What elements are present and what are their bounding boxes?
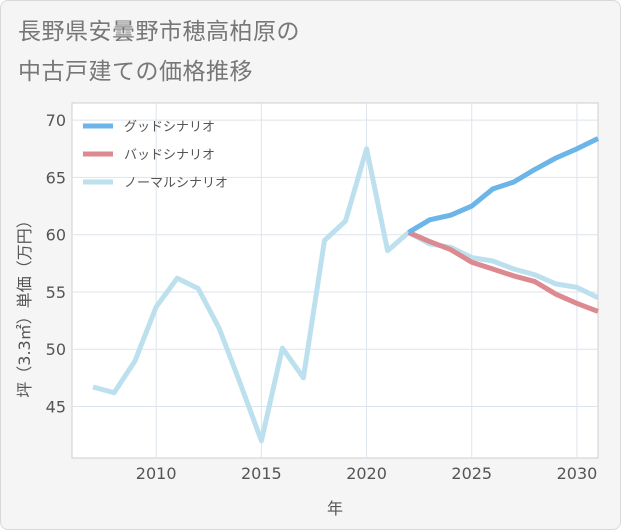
series-line-normal [92,146,600,444]
x-tick-label-2010: 2010 [136,464,177,483]
x-tick-label-2020: 2020 [346,464,387,483]
plot-area [71,102,599,459]
x-tick-label-2015: 2015 [241,464,282,483]
x-axis-ticks: 2010 2015 2020 2025 2030 [136,464,598,483]
x-axis-title: 年 [327,499,343,518]
y-tick-label-45: 45 [46,397,66,416]
legend-label-normal: ノーマルシナリオ [124,176,228,191]
title-line-2: 中古戸建ての価格推移 [18,59,253,85]
chart-title: 長野県安曇野市穂高柏原の 中古戸建ての価格推移 [18,12,300,92]
y-tick-label-50: 50 [46,340,66,359]
legend-label-good: グッドシナリオ [124,120,215,135]
series-line-good [407,136,600,235]
y-tick-label-70: 70 [46,111,66,130]
y-tick-label-55: 55 [46,283,66,302]
title-line-1: 長野県安曇野市穂高柏原の [18,19,300,45]
y-tick-label-65: 65 [46,168,66,187]
legend-label-bad: バッドシナリオ [124,148,215,163]
series-lines [92,136,600,444]
y-tick-label-60: 60 [46,226,66,245]
gridlines [72,103,598,458]
x-tick-label-2025: 2025 [451,464,492,483]
y-axis-title: 坪（3.3㎡）単価（万円） [15,212,34,397]
x-tick-label-2030: 2030 [557,464,598,483]
y-axis-ticks: 45 50 55 60 65 70 [46,111,66,416]
series-line-bad [407,230,599,314]
